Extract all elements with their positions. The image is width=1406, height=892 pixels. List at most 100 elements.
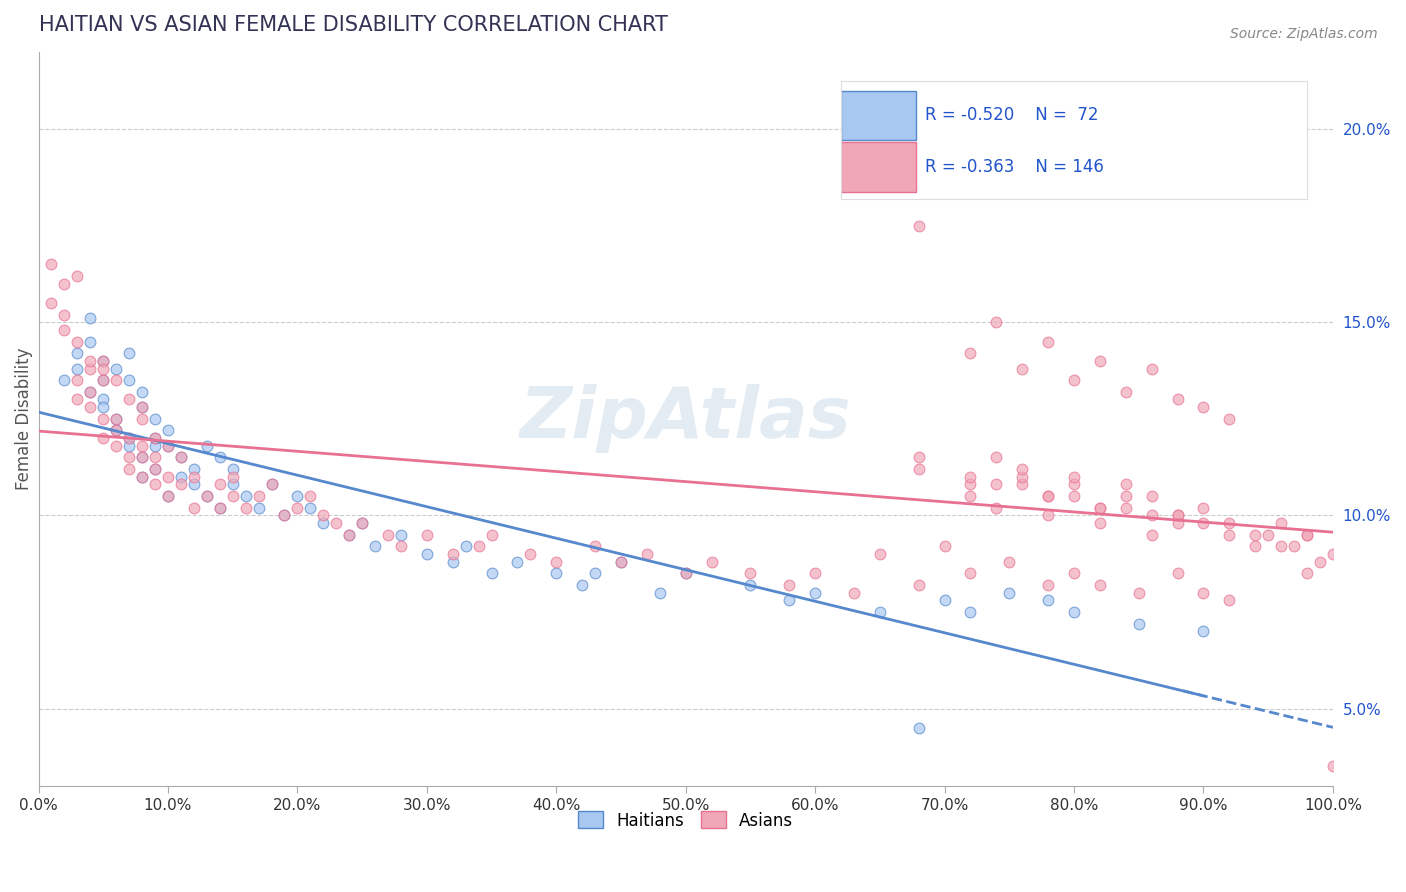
Haitians xyxy=(66,361,89,376)
Asians xyxy=(66,334,89,349)
Asians xyxy=(235,500,257,515)
Asians xyxy=(986,450,1008,465)
Haitians xyxy=(1192,624,1215,639)
Haitians xyxy=(778,593,800,607)
Haitians xyxy=(222,462,245,476)
Haitians xyxy=(441,555,464,569)
Asians xyxy=(1270,539,1292,553)
Asians xyxy=(1115,384,1137,399)
Haitians xyxy=(143,439,166,453)
Asians xyxy=(519,547,541,561)
Haitians xyxy=(79,384,101,399)
Asians xyxy=(1257,527,1279,541)
Asians xyxy=(91,373,114,387)
Asians xyxy=(1140,361,1163,376)
Asians xyxy=(170,477,193,491)
Asians xyxy=(1011,469,1033,483)
Haitians xyxy=(118,346,141,360)
Asians xyxy=(1063,469,1085,483)
Haitians xyxy=(506,555,529,569)
Asians xyxy=(1115,477,1137,491)
Asians xyxy=(118,431,141,445)
Asians xyxy=(41,296,63,310)
Haitians xyxy=(143,462,166,476)
Asians xyxy=(1192,516,1215,530)
Asians xyxy=(41,257,63,271)
Asians xyxy=(105,373,128,387)
Haitians xyxy=(91,373,114,387)
Asians xyxy=(299,489,322,503)
Asians xyxy=(131,469,153,483)
Asians xyxy=(1282,539,1305,553)
Asians xyxy=(105,439,128,453)
Asians xyxy=(1218,527,1240,541)
Haitians xyxy=(91,354,114,368)
Asians xyxy=(91,431,114,445)
Haitians xyxy=(131,401,153,415)
Asians xyxy=(986,477,1008,491)
Asians xyxy=(53,308,76,322)
Haitians xyxy=(998,585,1021,599)
Haitians xyxy=(222,477,245,491)
Asians xyxy=(416,527,439,541)
Asians xyxy=(441,547,464,561)
Asians xyxy=(1192,401,1215,415)
Haitians xyxy=(389,527,412,541)
Asians xyxy=(91,354,114,368)
Asians xyxy=(1063,477,1085,491)
Asians xyxy=(610,555,633,569)
Asians xyxy=(156,489,179,503)
Haitians xyxy=(247,500,270,515)
Asians xyxy=(907,462,929,476)
Asians xyxy=(1270,516,1292,530)
Asians xyxy=(260,477,283,491)
Asians xyxy=(131,401,153,415)
Haitians xyxy=(91,392,114,407)
Asians xyxy=(1088,500,1111,515)
Asians xyxy=(1167,508,1189,523)
Haitians xyxy=(118,431,141,445)
Haitians xyxy=(1128,616,1150,631)
Asians xyxy=(467,539,489,553)
Asians xyxy=(986,500,1008,515)
Asians xyxy=(118,392,141,407)
Haitians xyxy=(571,578,593,592)
Haitians xyxy=(195,439,218,453)
Asians xyxy=(1296,566,1319,581)
Asians xyxy=(869,547,891,561)
Asians xyxy=(208,477,231,491)
Asians xyxy=(105,424,128,438)
Haitians xyxy=(143,431,166,445)
Asians xyxy=(389,539,412,553)
Asians xyxy=(1296,527,1319,541)
Text: ZipAtlas: ZipAtlas xyxy=(520,384,852,453)
Asians xyxy=(1063,489,1085,503)
Asians xyxy=(1088,500,1111,515)
Asians xyxy=(675,566,697,581)
Haitians xyxy=(131,384,153,399)
Legend: Haitians, Asians: Haitians, Asians xyxy=(571,805,800,836)
Asians xyxy=(1167,392,1189,407)
Asians xyxy=(907,450,929,465)
Asians xyxy=(208,500,231,515)
Asians xyxy=(1192,585,1215,599)
Haitians xyxy=(299,500,322,515)
Asians xyxy=(481,527,503,541)
Haitians xyxy=(273,508,295,523)
Asians xyxy=(143,462,166,476)
Asians xyxy=(1167,516,1189,530)
Asians xyxy=(1322,547,1344,561)
Asians xyxy=(1218,593,1240,607)
Asians xyxy=(1192,500,1215,515)
Asians xyxy=(1036,489,1059,503)
Asians xyxy=(959,346,981,360)
Asians xyxy=(222,469,245,483)
Y-axis label: Female Disability: Female Disability xyxy=(15,348,32,490)
Asians xyxy=(959,566,981,581)
Asians xyxy=(1063,373,1085,387)
Asians xyxy=(131,439,153,453)
Asians xyxy=(1036,508,1059,523)
Haitians xyxy=(869,605,891,619)
Asians xyxy=(1218,412,1240,426)
Haitians xyxy=(156,439,179,453)
